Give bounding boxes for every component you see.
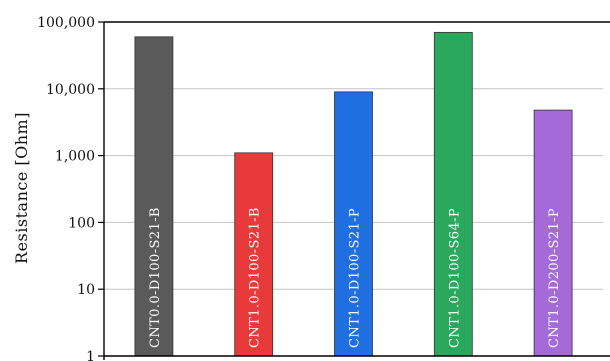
- y-tick-label: 10: [77, 282, 95, 298]
- y-tick-labels: 1 10 100 1,000 10,000 100,000: [37, 15, 95, 361]
- bars: CNT0.0-D100-S21-B CNT1.0-D100-S21-B CNT1.0…: [134, 31, 573, 357]
- bar-category-label: CNT1.0-D100-S64-P: [447, 208, 462, 348]
- bar: [533, 109, 573, 357]
- y-tick-label: 1,000: [55, 149, 95, 165]
- bar: [134, 36, 174, 357]
- bar-category-label: CNT1.0-D100-S21-P: [348, 208, 363, 348]
- bar-category-label: CNT1.0-D200-S21-P: [547, 208, 562, 348]
- bar: [334, 91, 373, 357]
- axes: [98, 21, 610, 360]
- bar-category-label: CNT0.0-D100-S21-B: [148, 207, 163, 348]
- y-axis-title: Resistance [Ohm]: [12, 112, 31, 264]
- y-tick-label: 1: [86, 349, 95, 361]
- y-tick-label: 10,000: [46, 82, 95, 98]
- bar: [433, 31, 473, 357]
- bar-category-label: CNT1.0-D100-S21-B: [248, 207, 263, 348]
- y-tick-label: 100: [68, 215, 95, 231]
- y-tick-label: 100,000: [37, 15, 95, 31]
